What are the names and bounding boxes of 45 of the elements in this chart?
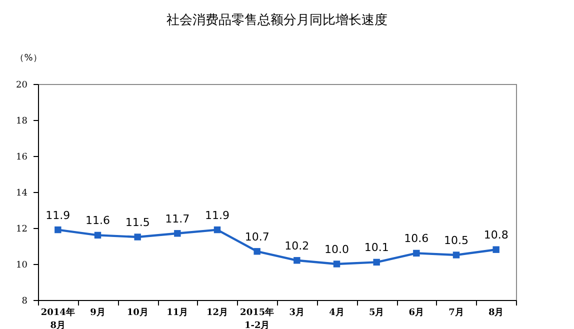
data-label: 10.0 (324, 243, 349, 256)
point (492, 246, 500, 253)
point (134, 234, 141, 240)
point (373, 258, 380, 266)
x-tick-label: 2015年 1-2月 (240, 307, 274, 329)
point (174, 230, 181, 237)
data-label: 10.5 (444, 234, 468, 247)
y-tick-label: 16 (16, 152, 28, 162)
point (254, 248, 260, 255)
x-tick-label: 7月 (448, 307, 464, 318)
data-label: 10.8 (484, 228, 508, 242)
x-tick-label: 5月 (368, 307, 384, 318)
y-axis-title: （%） (15, 54, 42, 64)
x-tick-label: 6月 (408, 307, 424, 318)
point (94, 232, 102, 239)
y-tick-label: 12 (16, 224, 28, 234)
point (294, 257, 300, 264)
x-tick-label: 3月 (289, 307, 305, 318)
point (333, 260, 340, 268)
x-tick-label: 4月 (329, 307, 344, 318)
data-label: 11.9 (205, 208, 230, 222)
data-label: 10.6 (404, 232, 429, 246)
data-label: 10.2 (284, 239, 310, 252)
y-tick-label: 18 (16, 116, 28, 126)
data-label: 11.9 (46, 208, 70, 222)
y-tick-label: 10 (16, 260, 28, 270)
y-tick-label: 20 (16, 80, 28, 90)
point (413, 250, 420, 257)
chart-title: 社会消费品零售总额分月同比增长速度 (166, 12, 388, 28)
data-label: 11.7 (165, 212, 190, 226)
y-tick-label: 14 (16, 188, 28, 198)
point (452, 252, 460, 258)
data-label: 11.6 (86, 214, 110, 228)
point (54, 226, 62, 234)
x-tick-label: 11月 (166, 307, 188, 318)
x-tick-label: 8月 (488, 307, 504, 318)
data-label: 11.5 (125, 216, 150, 229)
y-tick-label: 8 (22, 296, 28, 306)
data-label: 10.7 (244, 230, 270, 244)
data-label: 10.1 (364, 241, 389, 254)
x-tick-label: 12月 (206, 307, 228, 318)
x-tick-label: 2014年 8月 (40, 307, 75, 329)
point (214, 226, 221, 234)
x-tick-label: 10月 (126, 307, 148, 318)
x-tick-label: 9月 (90, 307, 106, 318)
